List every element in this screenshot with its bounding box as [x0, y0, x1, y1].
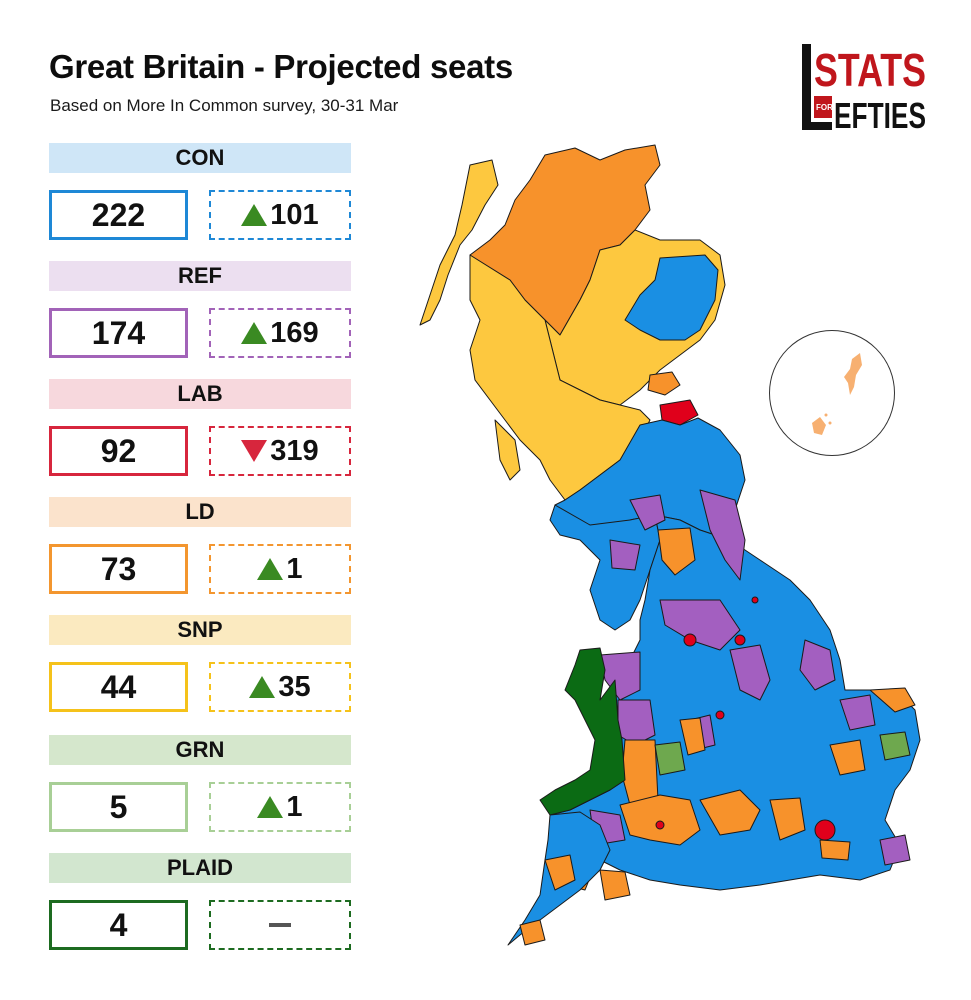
seat-count: 92 [49, 426, 188, 476]
seat-change [209, 900, 351, 950]
party-ref: REF 174 169 [49, 261, 351, 358]
party-name: LAB [49, 379, 351, 409]
up-arrow-icon [241, 204, 268, 226]
change-value: 101 [270, 198, 319, 231]
seat-count: 174 [49, 308, 188, 358]
party-name: GRN [49, 735, 351, 765]
party-name: REF [49, 261, 351, 291]
party-snp: SNP 44 35 [49, 615, 351, 712]
party-name: SNP [49, 615, 351, 645]
party-name: PLAID [49, 853, 351, 883]
seat-count: 222 [49, 190, 188, 240]
no-change-dash-icon [269, 923, 291, 927]
seat-count: 5 [49, 782, 188, 832]
party-name: CON [49, 143, 351, 173]
seat-change: 169 [209, 308, 351, 358]
up-arrow-icon [257, 796, 284, 818]
change-value: 35 [278, 670, 311, 703]
change-value: 1 [286, 552, 303, 585]
gb-constituency-map [405, 140, 935, 970]
page-title: Great Britain - Projected seats [49, 48, 513, 85]
seat-change: 1 [209, 782, 351, 832]
down-arrow-icon [241, 440, 268, 462]
svg-text:FOR: FOR [816, 103, 833, 112]
page-subtitle: Based on More In Common survey, 30-31 Ma… [50, 96, 399, 115]
change-value: 1 [286, 790, 303, 823]
svg-text:EFTIES: EFTIES [834, 95, 926, 132]
party-grn: GRN 5 1 [49, 735, 351, 832]
seat-change: 319 [209, 426, 351, 476]
stats-for-lefties-logo: STATS FOR EFTIES [800, 42, 930, 136]
up-arrow-icon [257, 558, 284, 580]
change-value: 319 [270, 434, 319, 467]
seat-change: 1 [209, 544, 351, 594]
up-arrow-icon [241, 322, 268, 344]
party-name: LD [49, 497, 351, 527]
party-plaid: PLAID 4 [49, 853, 351, 950]
up-arrow-icon [249, 676, 276, 698]
party-ld: LD 73 1 [49, 497, 351, 594]
svg-text:STATS: STATS [814, 44, 926, 96]
seat-count: 44 [49, 662, 188, 712]
party-lab: LAB 92 319 [49, 379, 351, 476]
party-con: CON 222 101 [49, 143, 351, 240]
change-value: 169 [270, 316, 319, 349]
seat-count: 4 [49, 900, 188, 950]
seat-change: 35 [209, 662, 351, 712]
shetland-orkney-inset [769, 330, 895, 456]
seat-change: 101 [209, 190, 351, 240]
seat-count: 73 [49, 544, 188, 594]
